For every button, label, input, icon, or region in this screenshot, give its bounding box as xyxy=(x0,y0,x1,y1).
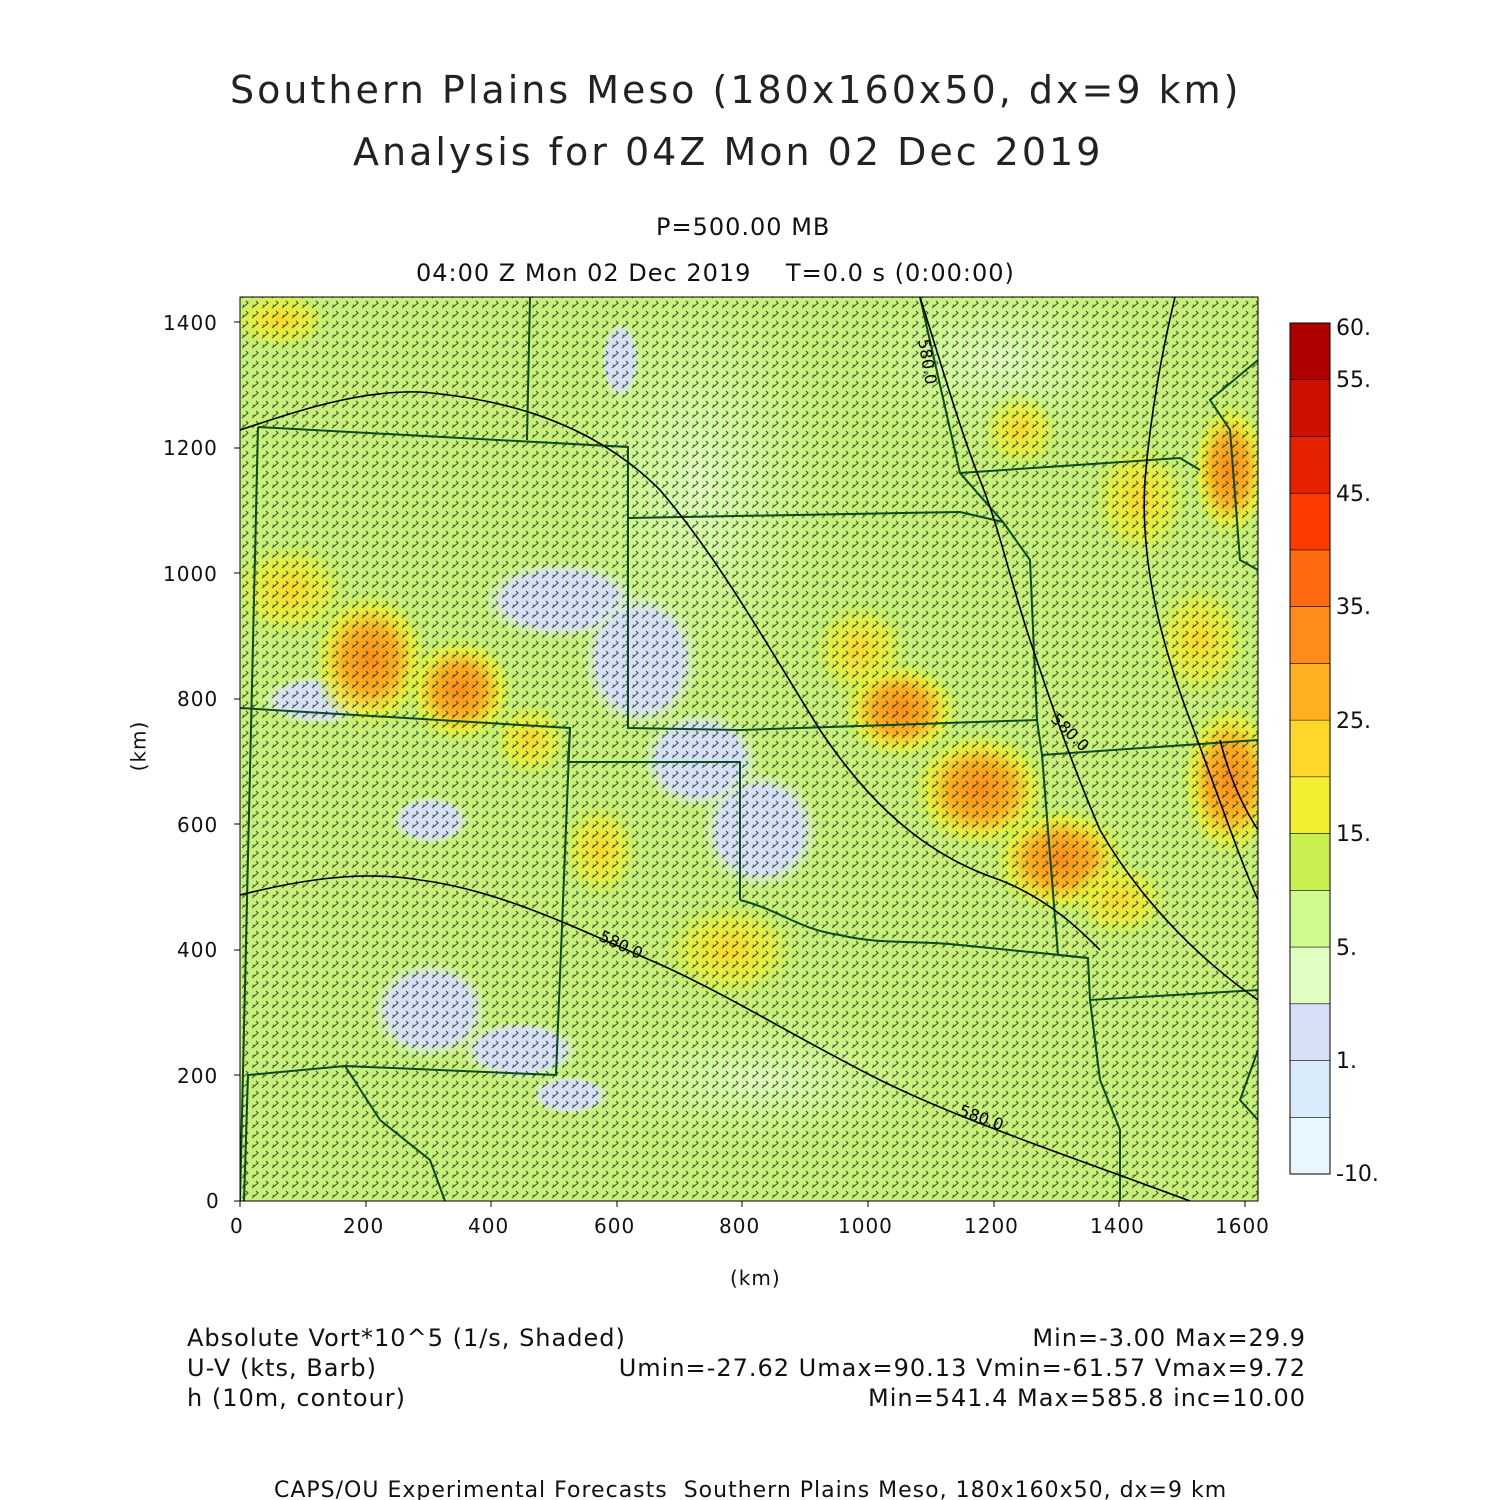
state-boundaries xyxy=(240,297,1258,1201)
colorbar-label: -10. xyxy=(1336,1162,1379,1187)
colorbar-segment xyxy=(1290,606,1330,664)
colorbar xyxy=(1290,323,1330,1175)
title-line-2: Analysis for 04Z Mon 02 Dec 2019 xyxy=(353,130,1104,174)
legend-contour-range: Min=541.4 Max=585.8 inc=10.00 xyxy=(868,1384,1306,1412)
x-tick-label: 1400 xyxy=(1090,1214,1145,1238)
x-tick-label: 1200 xyxy=(964,1214,1019,1238)
colorbar-segment xyxy=(1290,776,1330,835)
colorbar-segment xyxy=(1290,1117,1330,1175)
footer-credit: CAPS/OU Experimental Forecasts Southern … xyxy=(274,1478,1228,1500)
y-tick-label: 0 xyxy=(206,1189,220,1213)
legend-shaded-range: Min=-3.00 Max=29.9 xyxy=(1032,1324,1306,1352)
y-tick-label: 800 xyxy=(177,687,219,711)
pressure-level: P=500.00 MB xyxy=(656,213,831,241)
height-contours xyxy=(240,297,1258,1201)
valid-time: 04:00 Z Mon 02 Dec 2019 T=0.0 s (0:00:00… xyxy=(416,259,1015,287)
axis-ticks xyxy=(234,321,1246,1207)
colorbar-label: 25. xyxy=(1336,709,1371,734)
colorbar-segment xyxy=(1290,1060,1330,1118)
colorbar-segment xyxy=(1290,549,1330,608)
title-line-1: Southern Plains Meso (180x160x50, dx=9 k… xyxy=(230,68,1242,112)
x-axis-label: (km) xyxy=(730,1266,781,1290)
colorbar-label: 60. xyxy=(1336,316,1371,341)
colorbar-segment xyxy=(1290,947,1330,1005)
colorbar-segment xyxy=(1290,663,1330,721)
y-tick-label: 600 xyxy=(177,813,219,837)
legend-contour-field: h (10m, contour) xyxy=(187,1384,407,1412)
y-tick-label: 1200 xyxy=(163,436,218,460)
x-tick-label: 200 xyxy=(343,1214,385,1238)
x-tick-label: 800 xyxy=(719,1214,761,1238)
colorbar-label: 1. xyxy=(1336,1049,1357,1074)
colorbar-segment xyxy=(1290,436,1330,494)
legend-barb-range: Umin=-27.62 Umax=90.13 Vmin=-61.57 Vmax=… xyxy=(618,1354,1306,1382)
y-tick-label: 200 xyxy=(177,1064,219,1088)
colorbar-segment xyxy=(1290,720,1330,778)
legend-shaded-field: Absolute Vort*10^5 (1/s, Shaded) xyxy=(187,1324,626,1352)
colorbar-label: 55. xyxy=(1336,368,1371,393)
x-tick-label: 600 xyxy=(594,1214,636,1238)
colorbar-segment xyxy=(1290,833,1330,891)
colorbar-segment xyxy=(1290,379,1330,437)
y-tick-label: 1400 xyxy=(163,311,218,335)
colorbar-frame xyxy=(1289,322,1331,1175)
y-tick-label: 400 xyxy=(177,938,219,962)
x-tick-label: 400 xyxy=(468,1214,510,1238)
colorbar-label: 45. xyxy=(1336,482,1371,507)
colorbar-segment xyxy=(1290,493,1330,551)
colorbar-label: 35. xyxy=(1336,595,1371,620)
map-frame xyxy=(239,296,1259,1202)
legend-barb-field: U-V (kts, Barb) xyxy=(187,1354,377,1382)
vorticity-shading: 580.0 580.0 580.0 580.0 xyxy=(240,297,1258,1201)
y-axis-label: (km) xyxy=(126,720,151,772)
x-tick-label: 1000 xyxy=(838,1214,893,1238)
colorbar-segment xyxy=(1290,1003,1330,1062)
colorbar-segment xyxy=(1290,323,1330,381)
colorbar-segment xyxy=(1290,890,1330,948)
x-tick-label: 0 xyxy=(230,1214,244,1238)
colorbar-label: 5. xyxy=(1336,936,1357,961)
colorbar-label: 15. xyxy=(1336,822,1371,847)
x-tick-label: 1600 xyxy=(1215,1214,1270,1238)
y-tick-label: 1000 xyxy=(163,562,218,586)
